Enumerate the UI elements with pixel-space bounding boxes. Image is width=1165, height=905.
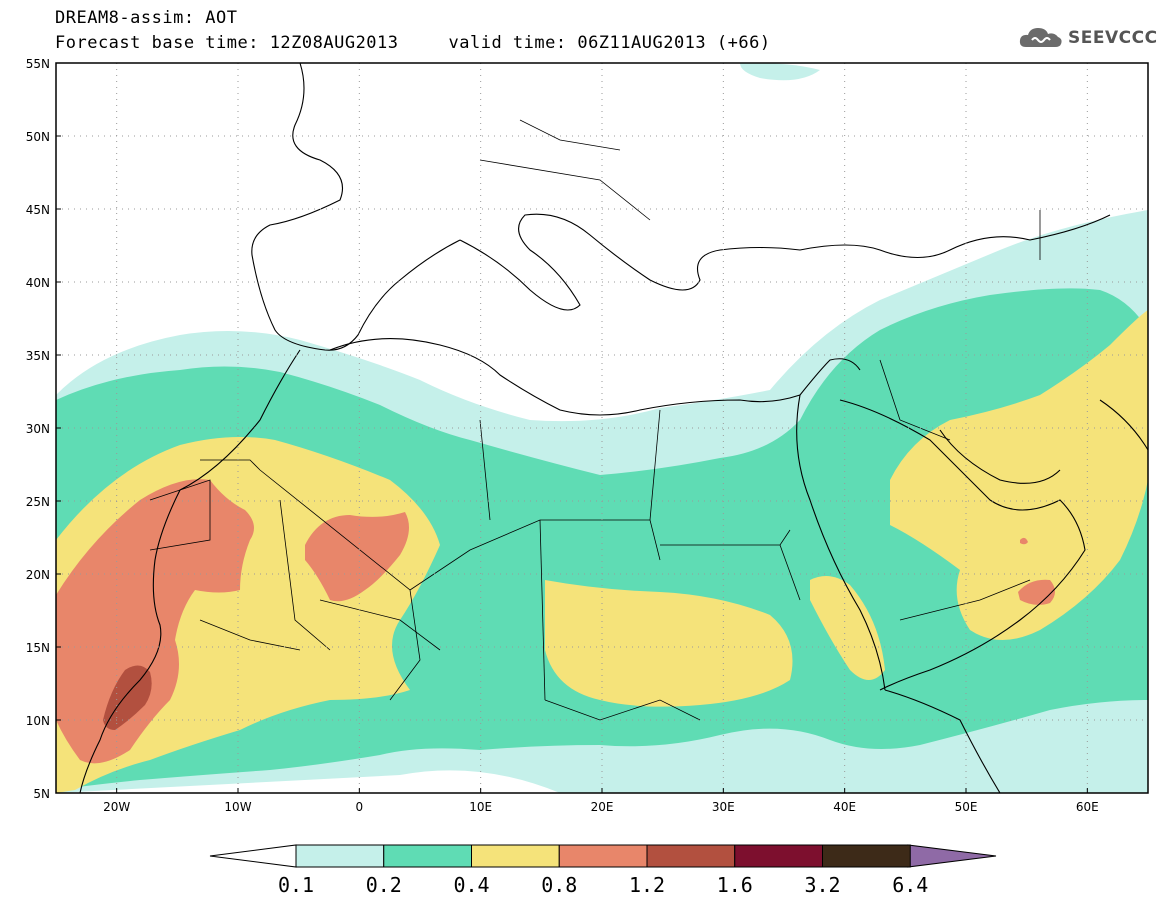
colorbar-label: 0.2 [365,873,402,897]
colorbar-swatch [471,844,560,868]
colorbar-swatch [558,844,648,868]
lat-label: 20N [26,568,50,582]
gridlines [56,63,1148,793]
valid-time: valid time: 06Z11AUG2013 (+66) [448,33,771,53]
colorbar-min-arrow [209,844,297,868]
aot-band-1.2 [103,665,152,730]
lat-label: 45N [26,203,50,217]
base-time: Forecast base time: 12Z08AUG2013 [55,33,399,53]
lat-label: 10N [26,714,50,728]
coastlines [79,63,1148,793]
colorbar-label: 0.8 [541,873,578,897]
lat-label: 50N [26,130,50,144]
aot-colorbar [209,844,997,868]
lon-label: 60E [1076,800,1099,814]
lat-label: 25N [26,495,50,509]
chart-title: DREAM8-assim: AOT [55,8,238,28]
borders [149,119,1041,721]
latitude-labels: 55N 50N 45N 40N 35N 30N 25N 20N 15N 10N 5N [26,57,61,801]
cloud-icon [1019,28,1062,47]
lon-label: 10E [469,800,492,814]
lat-label: 30N [26,422,50,436]
colorbar-max-arrow [907,844,997,868]
lon-label: 30E [712,800,735,814]
colorbar-label: 0.1 [277,873,315,897]
colorbar-label: 3.2 [804,873,841,897]
lon-label: 50E [955,800,978,814]
colorbar-label: 1.6 [716,873,753,897]
aot-band-0.8 [56,479,1055,764]
forecast-times: Forecast base time: 12Z08AUG2013 valid ti… [55,33,771,53]
seevccc-logo: SEEVCCC [1018,25,1158,51]
lat-label: 55N [26,57,50,71]
lon-label: 10W [224,800,251,814]
lat-label: 15N [26,641,50,655]
logo-text: SEEVCCC [1068,28,1158,48]
colorbar-label: 0.4 [453,873,490,897]
lat-label: 40N [26,276,50,290]
lon-label: 40E [833,800,856,814]
lat-label: 5N [33,787,50,801]
colorbar-swatch [383,844,472,868]
colorbar-swatch [822,844,911,868]
lon-label: 0 [356,800,364,814]
lat-label: 35N [26,349,50,363]
lon-label: 20W [103,800,130,814]
colorbar-swatch [734,844,823,868]
lon-label: 20E [591,800,614,814]
colorbar-label: 6.4 [892,873,929,897]
longitude-labels: 20W 10W 0 10E 20E 30E 40E 50E 60E [103,788,1099,814]
colorbar-swatch [646,844,736,868]
colorbar-swatch [295,844,385,868]
colorbar-label: 1.2 [628,873,666,897]
